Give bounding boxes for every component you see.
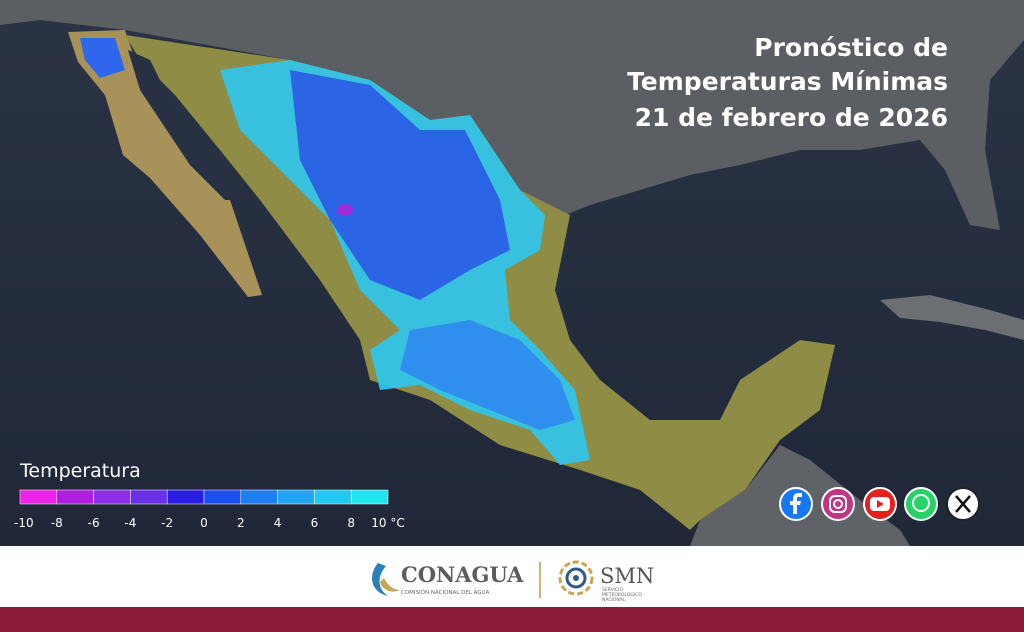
title-line: 21 de febrero de 2026 (635, 103, 948, 132)
legend-tick-label: -4 (124, 516, 136, 530)
legend: Temperatura -10 -8 -6 -4 -2 0 2 4 6 8 10 °C (14, 460, 405, 530)
legend-swatch (19, 489, 58, 505)
x-glyph (955, 495, 971, 513)
whatsapp-glyph (912, 494, 930, 512)
legend-tick-label: 6 (311, 516, 319, 530)
baja-california (68, 30, 262, 297)
gulf-of-california (128, 50, 240, 200)
legend-tick-label: 0 (200, 516, 208, 530)
legend-title: Temperatura (19, 460, 141, 482)
conagua-icon (380, 578, 400, 592)
conagua-logo: CONAGUA COMISIÓN NACIONAL DEL AGUA (372, 562, 524, 596)
youtube-glyph (877, 500, 884, 508)
legend-swatch (350, 489, 389, 505)
legend-tick-label: 10 °C (371, 516, 404, 530)
instagram-glyph (833, 499, 843, 509)
legend-swatch (166, 489, 205, 505)
footer (0, 546, 1024, 608)
social-icons (779, 487, 980, 521)
smn-logo: SMN SERVICIO METEOROLÓGICO NACIONAL (558, 560, 654, 603)
footer-bar (0, 607, 1024, 632)
smn-sub-line: SERVICIO (602, 587, 623, 593)
colder-area (290, 70, 510, 300)
smn-icon (573, 575, 579, 581)
coldest-spot (337, 204, 353, 216)
smn-name: SMN (600, 564, 654, 588)
legend-swatch (314, 489, 352, 505)
title: Pronóstico de Temperaturas Mínimas 21 de… (627, 33, 948, 132)
legend-tick-label: -8 (51, 516, 63, 530)
cold-area-south (400, 320, 575, 430)
instagram-glyph (829, 495, 847, 513)
smn-sub-line: METEOROLÓGICO (602, 591, 642, 598)
legend-tick-label: -6 (88, 516, 100, 530)
legend-swatch (277, 489, 315, 505)
legend-swatch (130, 489, 168, 505)
legend-swatch (56, 489, 94, 505)
whatsapp-icon[interactable] (904, 487, 938, 521)
smn-sub: SERVICIO METEOROLÓGICO NACIONAL (602, 587, 642, 603)
legend-swatch (93, 489, 131, 505)
smn-sub-line: NACIONAL (602, 597, 626, 603)
smn-icon (565, 567, 587, 589)
legend-tick-label: -2 (161, 516, 173, 530)
cold-area-baja (80, 38, 125, 78)
instagram-icon[interactable] (821, 487, 855, 521)
facebook-glyph (790, 493, 802, 514)
conagua-icon (372, 563, 388, 596)
legend-tick-label: 8 (347, 516, 355, 530)
legend-swatch (240, 489, 278, 505)
title-line: Temperaturas Mínimas (627, 67, 948, 96)
cuba (880, 295, 1024, 340)
conagua-name: CONAGUA (401, 562, 524, 587)
conagua-sub: COMISIÓN NACIONAL DEL AGUA (401, 589, 490, 596)
smn-icon (558, 560, 594, 596)
title-line: Pronóstico de (754, 33, 948, 62)
legend-tick-label: -10 (14, 516, 34, 530)
legend-tick-label: 2 (237, 516, 245, 530)
legend-tick-label: 4 (274, 516, 282, 530)
usa-land (0, 0, 1024, 230)
legend-swatch (203, 489, 242, 505)
